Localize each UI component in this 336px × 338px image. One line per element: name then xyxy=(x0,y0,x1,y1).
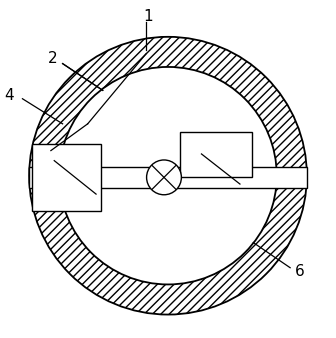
Text: 6: 6 xyxy=(295,264,305,279)
Circle shape xyxy=(146,160,181,195)
Circle shape xyxy=(59,67,277,285)
Bar xyxy=(180,132,252,177)
Circle shape xyxy=(29,37,307,315)
Bar xyxy=(29,167,307,188)
Text: 2: 2 xyxy=(48,51,57,66)
Text: 1: 1 xyxy=(143,9,153,24)
Text: 4: 4 xyxy=(4,88,14,103)
Bar xyxy=(33,144,101,211)
